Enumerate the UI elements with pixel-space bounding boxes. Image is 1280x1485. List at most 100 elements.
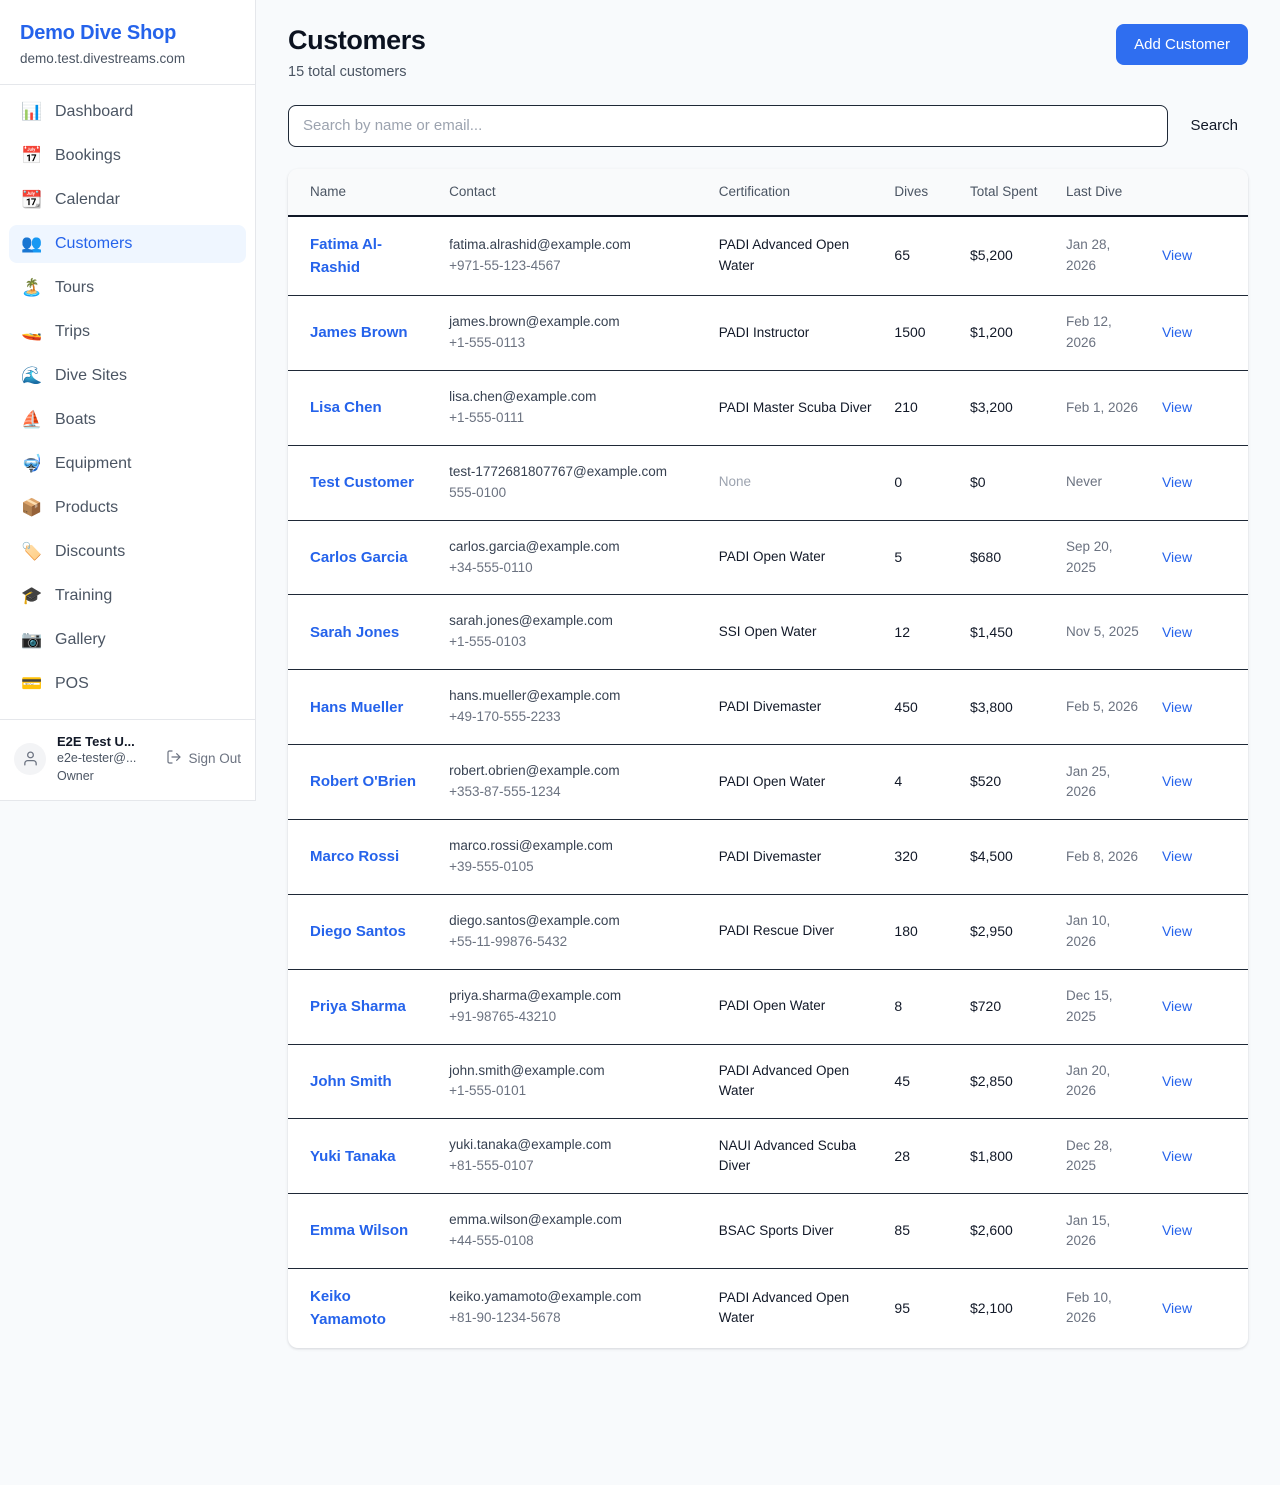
customer-name-link[interactable]: Priya Sharma xyxy=(310,997,406,1015)
add-customer-button[interactable]: Add Customer xyxy=(1116,24,1248,65)
customer-name-link[interactable]: Marco Rossi xyxy=(310,848,400,866)
cell-contact: priya.sharma@example.com +91-98765-43210 xyxy=(439,969,709,1045)
sidebar-item-label: Gallery xyxy=(55,630,106,648)
customer-name-link[interactable]: Lisa Chen xyxy=(310,399,382,417)
customer-name-link[interactable]: Sarah Jones xyxy=(310,623,400,641)
customer-name-link[interactable]: John Smith xyxy=(310,1072,392,1090)
customer-name-link[interactable]: Fatima Al-Rashid xyxy=(310,235,382,276)
sidebar-item-products[interactable]: 📦 Products xyxy=(9,489,246,527)
cell-last-dive: Sep 20, 2025 xyxy=(1055,520,1152,596)
view-link[interactable]: View xyxy=(1161,698,1193,715)
customer-name-link[interactable]: Emma Wilson xyxy=(310,1222,409,1240)
cell-actions: View xyxy=(1151,819,1248,895)
cell-certification: PADI Divemaster xyxy=(708,669,885,746)
customer-name-link[interactable]: Robert O'Brien xyxy=(310,773,417,791)
page-title: Customers xyxy=(288,25,426,55)
customer-name-link[interactable]: Diego Santos xyxy=(310,923,406,941)
certification-value: PADI Advanced Open Water xyxy=(718,1289,850,1326)
cell-actions: View xyxy=(1151,215,1248,297)
sidebar-item-discounts[interactable]: 🏷️ Discounts xyxy=(9,533,246,571)
sign-out-button[interactable]: Sign Out xyxy=(166,749,241,768)
customer-name-link[interactable]: Keiko Yamamoto xyxy=(310,1288,386,1329)
cell-certification: PADI Master Scuba Diver xyxy=(708,370,885,446)
sidebar-item-dashboard[interactable]: 📊 Dashboard xyxy=(9,93,246,131)
sidebar-item-dive-sites[interactable]: 🌊 Dive Sites xyxy=(9,357,246,395)
sidebar-item-customers[interactable]: 👥 Customers xyxy=(9,224,246,263)
view-link[interactable]: View xyxy=(1161,1072,1193,1089)
sidebar-item-training[interactable]: 🎓 Training xyxy=(9,577,246,615)
view-link[interactable]: View xyxy=(1161,848,1193,865)
cell-actions: View xyxy=(1151,894,1248,970)
sidebar-item-label: Discounts xyxy=(55,542,126,560)
search-input[interactable] xyxy=(288,104,1169,147)
sidebar-item-trips[interactable]: 🚤 Trips xyxy=(9,313,246,351)
brand-header: Demo Dive Shop demo.test.divestreams.com xyxy=(0,0,255,85)
sidebar-item-pos[interactable]: 💳 POS xyxy=(9,665,246,703)
cell-name: Sarah Jones xyxy=(288,594,440,671)
user-footer: E2E Test U... e2e-tester@... Owner Sign … xyxy=(0,718,255,800)
customer-name-link[interactable]: Hans Mueller xyxy=(310,698,404,716)
sidebar-item-calendar[interactable]: 📆 Calendar xyxy=(9,181,246,219)
cell-total-spent: $0 xyxy=(959,445,1056,521)
cell-total-spent: $3,200 xyxy=(959,370,1056,446)
sign-out-icon xyxy=(166,749,182,768)
search-button[interactable]: Search xyxy=(1180,109,1248,142)
view-link[interactable]: View xyxy=(1161,1222,1193,1239)
cell-dives: 12 xyxy=(884,594,960,671)
cell-actions: View xyxy=(1151,1044,1248,1120)
customer-name-link[interactable]: Test Customer xyxy=(310,474,414,492)
cell-certification: None xyxy=(708,445,885,521)
customer-phone: +1-555-0103 xyxy=(449,634,527,650)
table-row: Hans Mueller hans.mueller@example.com +49-… xyxy=(288,669,1248,746)
cell-name: Priya Sharma xyxy=(288,969,440,1045)
table-row: Fatima Al-Rashid fatima.alrashid@example.… xyxy=(288,215,1248,297)
column-header-last-dive: Last Dive xyxy=(1055,168,1152,217)
customer-email: hans.mueller@example.com xyxy=(449,688,621,704)
table-row: James Brown james.brown@example.com +1-555… xyxy=(288,295,1248,371)
view-link[interactable]: View xyxy=(1161,773,1193,790)
calendar-icon: 📅 xyxy=(21,146,43,166)
customer-name-link[interactable]: Yuki Tanaka xyxy=(310,1147,396,1165)
customer-email: robert.obrien@example.com xyxy=(449,763,620,779)
view-link[interactable]: View xyxy=(1161,923,1193,940)
view-link[interactable]: View xyxy=(1161,997,1193,1014)
cell-certification: PADI Open Water xyxy=(708,520,885,596)
customer-phone: +34-555-0110 xyxy=(449,559,533,575)
customer-email: sarah.jones@example.com xyxy=(449,613,613,629)
customer-name-link[interactable]: James Brown xyxy=(310,324,408,342)
cell-total-spent: $3,800 xyxy=(959,669,1056,746)
sidebar-item-gallery[interactable]: 📷 Gallery xyxy=(9,621,246,659)
sidebar-item-equipment[interactable]: 🤿 Equipment xyxy=(9,445,246,483)
certification-value: PADI Advanced Open Water xyxy=(718,237,850,273)
view-link[interactable]: View xyxy=(1161,324,1193,341)
cell-total-spent: $4,500 xyxy=(959,819,1056,895)
view-link[interactable]: View xyxy=(1161,623,1193,640)
view-link[interactable]: View xyxy=(1161,548,1193,565)
customer-phone: +39-555-0105 xyxy=(449,858,534,874)
view-link[interactable]: View xyxy=(1161,1299,1193,1316)
sidebar-item-boats[interactable]: ⛵ Boats xyxy=(9,401,246,439)
table-row: Priya Sharma priya.sharma@example.com +91-… xyxy=(288,969,1248,1045)
view-link[interactable]: View xyxy=(1161,247,1193,264)
sidebar-item-label: Dive Sites xyxy=(55,366,128,384)
sidebar-item-label: Calendar xyxy=(55,190,120,208)
sidebar-item-bookings[interactable]: 📅 Bookings xyxy=(9,137,246,175)
cell-certification: PADI Advanced Open Water xyxy=(709,1269,885,1348)
column-header-name: Name xyxy=(288,168,440,217)
cell-dives: 450 xyxy=(884,669,960,746)
sidebar-item-label: Dashboard xyxy=(55,102,134,120)
cell-actions: View xyxy=(1151,669,1248,746)
column-header-certification: Certification xyxy=(708,168,885,217)
certification-value: None xyxy=(718,474,752,490)
view-link[interactable]: View xyxy=(1161,399,1193,416)
cell-last-dive: Feb 8, 2026 xyxy=(1055,819,1152,895)
cell-last-dive: Jan 10, 2026 xyxy=(1055,894,1152,970)
sidebar-item-tours[interactable]: 🏝️ Tours xyxy=(9,269,246,307)
cell-name: Carlos Garcia xyxy=(288,520,440,596)
customers-table: Name Contact Certification Dives Total Spent… xyxy=(288,168,1248,1348)
customer-email: fatima.alrashid@example.com xyxy=(449,236,631,252)
view-link[interactable]: View xyxy=(1161,1147,1193,1164)
customer-name-link[interactable]: Carlos Garcia xyxy=(310,548,408,566)
view-link[interactable]: View xyxy=(1161,474,1193,491)
